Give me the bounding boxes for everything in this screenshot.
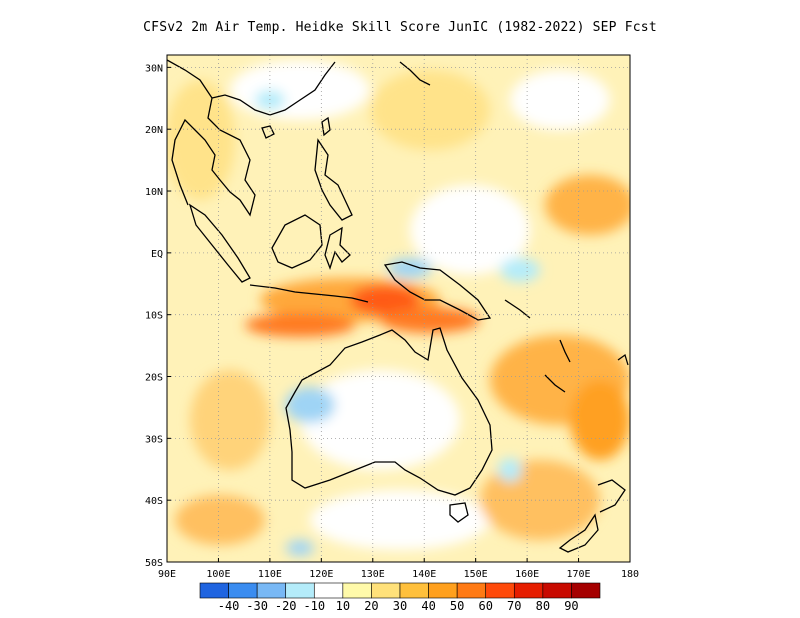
fiji-islands [617, 353, 629, 366]
grid-lines [167, 55, 630, 562]
colorbar-labels: -40 -30 -20 -10 10 20 30 40 50 60 70 80 90 [218, 599, 579, 613]
philippines-coastline [314, 138, 353, 221]
colorbar-label: 90 [564, 599, 578, 613]
longitude-labels: 90E 100E 110E 120E 130E 140E 150E 160E 170E 180 [158, 558, 639, 580]
lon-tick-label: 160E [515, 569, 539, 580]
vanuatu-islands [559, 339, 571, 363]
new-zealand-south [558, 513, 599, 553]
se-asia-coastline [167, 59, 256, 217]
lon-tick-label: 110E [258, 569, 282, 580]
latitude-labels: 30N 20N 10N EQ 10S 20S 30S 40S 50S [145, 63, 171, 569]
colorbar-swatch [428, 582, 458, 599]
borneo-coastline [271, 214, 323, 269]
colorbar-swatch [313, 582, 344, 599]
colorbar-swatch [228, 582, 258, 599]
lat-tick-label: 30S [145, 434, 163, 445]
tasmania-coastline [449, 502, 469, 523]
chart-title: CFSv2 2m Air Temp. Heidke Skill Score Ju… [143, 20, 657, 35]
lon-tick-label: 140E [412, 569, 436, 580]
new-caledonia [544, 374, 566, 393]
hainan-coastline [261, 125, 275, 139]
lat-tick-label: 20S [145, 373, 163, 384]
china-coastline [211, 61, 336, 116]
sumatra-coastline [188, 203, 251, 283]
coastlines [167, 59, 629, 553]
java-coastline [249, 284, 369, 303]
australia-coastline [285, 327, 493, 496]
colorbar-label: 70 [507, 599, 521, 613]
lon-tick-label: 100E [206, 569, 230, 580]
colorbar-label: -30 [246, 599, 268, 613]
colorbar-swatch [456, 582, 487, 599]
lat-tick-label: 10N [145, 187, 163, 198]
lon-tick-label: 150E [464, 569, 488, 580]
lon-tick-label: 120E [309, 569, 333, 580]
lat-tick-label: 40S [145, 496, 163, 507]
colorbar-label: 10 [336, 599, 350, 613]
new-zealand-north [597, 479, 626, 513]
skill-field [167, 55, 630, 562]
colorbar-swatch [485, 582, 515, 599]
colorbar-swatch [571, 582, 601, 599]
colorbar-swatch [399, 582, 429, 599]
colorbar-swatch [256, 582, 287, 599]
colorbar-swatch [285, 582, 315, 599]
colorbar-label: 20 [364, 599, 378, 613]
lon-tick-label: 180 [621, 569, 639, 580]
colorbar-label: -10 [303, 599, 325, 613]
colorbar-label: -40 [218, 599, 240, 613]
colorbar-label: 40 [421, 599, 435, 613]
lon-tick-label: 90E [158, 569, 176, 580]
lat-tick-label: 30N [145, 63, 163, 74]
taiwan-coastline [321, 116, 331, 137]
solomon-islands [504, 299, 531, 319]
colorbar-label: -20 [275, 599, 297, 613]
colorbar [199, 582, 601, 599]
japan-coastline [399, 61, 431, 86]
colorbar-label: 60 [478, 599, 492, 613]
lat-tick-label: 50S [145, 558, 163, 569]
colorbar-swatch [199, 582, 229, 599]
sulawesi-coastline [324, 226, 351, 270]
colorbar-swatch [542, 582, 572, 599]
colorbar-swatch [513, 582, 544, 599]
colorbar-swatch [342, 582, 372, 599]
colorbar-label: 80 [536, 599, 550, 613]
lat-tick-label: EQ [151, 249, 163, 260]
new-guinea-coastline [383, 261, 492, 321]
lat-tick-label: 10S [145, 311, 163, 322]
lat-tick-label: 20N [145, 125, 163, 136]
colorbar-swatch [371, 582, 401, 599]
lon-tick-label: 170E [567, 569, 591, 580]
colorbar-label: 30 [393, 599, 407, 613]
colorbar-label: 50 [450, 599, 464, 613]
lon-tick-label: 130E [361, 569, 385, 580]
plot-frame [166, 54, 631, 563]
